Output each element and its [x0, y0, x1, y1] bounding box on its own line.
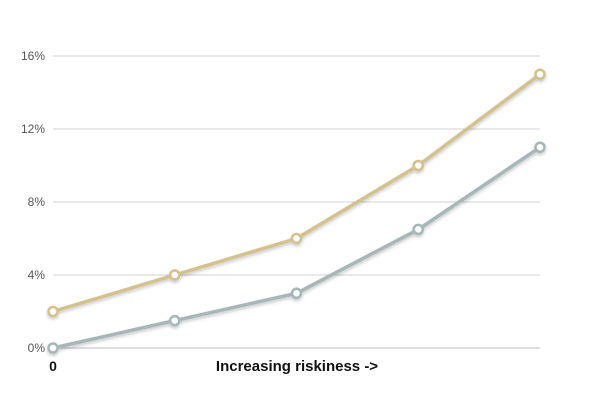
y-tick-label-4: 16%	[21, 49, 45, 63]
series-1-point-0	[47, 342, 59, 354]
series-0-point-3	[412, 159, 424, 172]
axes: 0% 4% 8% 12% 16% 0	[21, 49, 540, 374]
series-1	[47, 141, 546, 354]
series-0-point-1	[169, 269, 181, 281]
y-tick-label-1: 4%	[28, 268, 46, 282]
series-0-point-2	[290, 232, 303, 245]
series-0-point-0	[47, 305, 59, 318]
series-0	[47, 68, 546, 318]
series-group	[47, 68, 546, 354]
series-1-point-4	[534, 141, 546, 153]
x-tick-label-0: 0	[49, 358, 57, 374]
x-axis-title: Increasing riskiness ->	[216, 358, 378, 375]
y-tick-label-3: 12%	[21, 122, 45, 136]
y-tick-label-2: 8%	[28, 195, 46, 209]
series-1-point-3	[412, 223, 424, 236]
y-tick-label-0: 0%	[28, 341, 46, 355]
series-1-line	[51, 145, 542, 350]
series-1-point-2	[290, 287, 303, 299]
series-0-point-4	[534, 68, 546, 80]
series-0-line	[51, 72, 542, 314]
series-1-point-1	[169, 314, 181, 327]
